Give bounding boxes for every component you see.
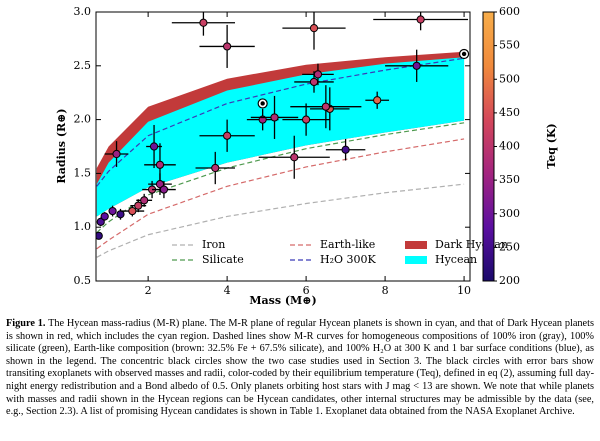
y-tick-label: 2.0 xyxy=(74,113,92,126)
legend-swatch xyxy=(405,256,427,264)
planet-point xyxy=(223,131,232,140)
planet-point xyxy=(341,145,350,154)
colorbar-tick-label: 550 xyxy=(499,39,520,52)
figure: Mass (M⊕) Radius (R⊕) Teq (K) Iron Silica… xyxy=(55,5,558,307)
x-tick-label: 4 xyxy=(224,284,231,297)
planet-point xyxy=(96,231,103,240)
planet-point xyxy=(270,113,279,122)
legend-label: Hycean xyxy=(435,253,477,266)
caption-label: Figure 1. xyxy=(6,318,46,329)
caption: Figure 1. The Hycean mass-radius (M-R) p… xyxy=(6,318,594,419)
case-study-inner xyxy=(461,51,467,57)
band xyxy=(96,57,465,217)
planet-point xyxy=(100,212,109,221)
caption-text: The Hycean mass-radius (M-R) plane. The … xyxy=(6,318,594,418)
planet-point xyxy=(108,206,117,216)
x-tick-label: 6 xyxy=(303,284,310,297)
case-study-inner xyxy=(260,101,265,106)
y-tick-label: 1.0 xyxy=(74,220,92,233)
planet-point xyxy=(290,153,299,162)
legend-swatch xyxy=(405,241,427,249)
y-axis-label: Radius (R⊕) xyxy=(55,108,68,183)
colorbar-label: Teq (K) xyxy=(545,123,558,168)
model-curve xyxy=(96,138,465,250)
planet-point xyxy=(159,185,169,194)
planet-point xyxy=(309,24,319,33)
x-tick-label: 2 xyxy=(145,284,152,297)
colorbar xyxy=(482,11,495,282)
planet-point xyxy=(134,201,143,210)
legend-label: Dark Hycean xyxy=(435,238,508,251)
planet-point xyxy=(412,61,421,70)
colorbar-tick-label: 500 xyxy=(499,72,520,85)
colorbar-tick-label: 250 xyxy=(499,240,520,253)
planet-point xyxy=(309,77,319,87)
x-tick-label: 10 xyxy=(457,284,471,297)
planet-point xyxy=(373,96,382,105)
model-curve xyxy=(96,183,465,258)
x-axis-label: Mass (M⊕) xyxy=(249,294,316,307)
planet-point xyxy=(416,15,425,24)
y-tick-label: 2.5 xyxy=(74,59,92,72)
legend-label: H₂O 300K xyxy=(320,253,377,266)
y-tick-label: 3.0 xyxy=(74,5,92,18)
colorbar-tick-label: 600 xyxy=(499,5,520,18)
planet-point xyxy=(155,160,165,169)
legend-label: Silicate xyxy=(202,253,244,266)
legend-label: Iron xyxy=(202,238,225,251)
planet-point xyxy=(149,142,159,151)
planet-point xyxy=(116,210,125,219)
x-tick-label: 8 xyxy=(382,284,389,297)
y-tick-label: 1.5 xyxy=(74,166,92,179)
planet-point xyxy=(223,42,232,51)
planet-point xyxy=(211,163,220,173)
planet-point xyxy=(302,115,311,124)
model-curve xyxy=(96,57,465,187)
colorbar-tick-label: 350 xyxy=(499,173,520,186)
planet-point xyxy=(140,196,149,205)
plot-frame xyxy=(95,11,471,282)
planet-point xyxy=(199,18,208,27)
legend-label: Earth-like xyxy=(320,238,375,251)
plot-area xyxy=(96,12,470,258)
colorbar-tick-label: 400 xyxy=(499,140,520,153)
planet-point xyxy=(128,206,137,216)
colorbar-tick-label: 450 xyxy=(499,106,520,119)
planet-point xyxy=(96,217,105,226)
colorbar-tick-label: 300 xyxy=(499,207,520,220)
planet-point xyxy=(112,149,121,159)
planet-point xyxy=(313,70,323,79)
planet-point xyxy=(321,102,330,111)
y-tick-label: 0.5 xyxy=(74,274,92,287)
colorbar-tick-label: 200 xyxy=(499,274,520,287)
